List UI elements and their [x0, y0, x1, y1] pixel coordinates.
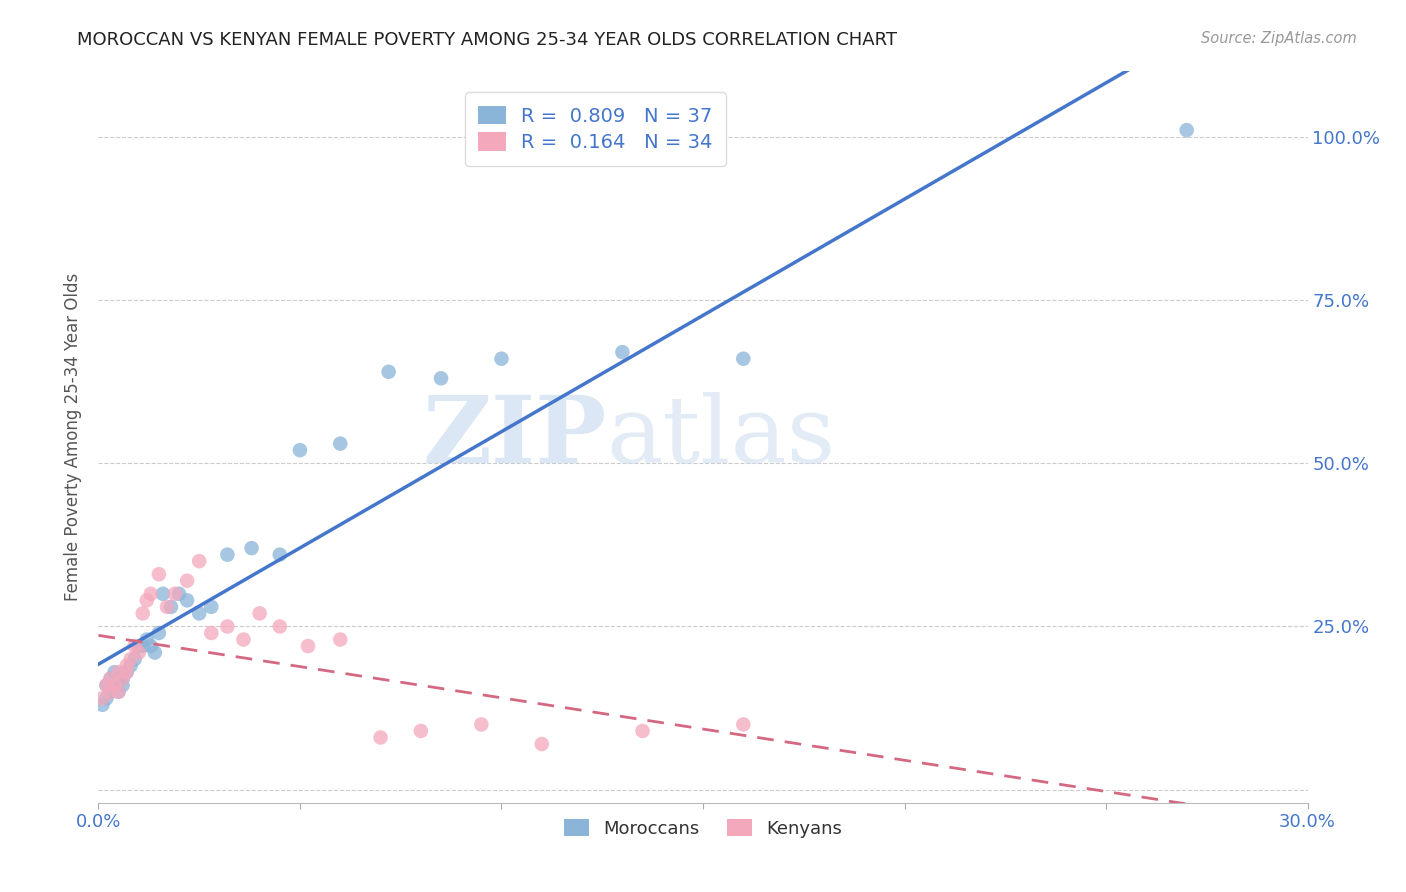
Point — [612, 345, 634, 359]
Point — [143, 646, 166, 660]
Point — [135, 593, 157, 607]
Point — [188, 607, 211, 621]
Point — [111, 672, 134, 686]
Point — [269, 548, 291, 562]
Point — [217, 619, 239, 633]
Point — [107, 685, 129, 699]
Point — [100, 672, 122, 686]
Text: atlas: atlas — [606, 392, 835, 482]
Point — [491, 351, 513, 366]
Point — [103, 665, 125, 680]
Point — [631, 723, 654, 738]
Point — [733, 351, 755, 366]
Point — [297, 639, 319, 653]
Point — [128, 639, 150, 653]
Point — [160, 599, 183, 614]
Point — [107, 672, 129, 686]
Point — [111, 678, 134, 692]
Point — [148, 626, 170, 640]
Point — [430, 371, 453, 385]
Point — [176, 593, 198, 607]
Point — [96, 678, 118, 692]
Point — [152, 587, 174, 601]
Y-axis label: Female Poverty Among 25-34 Year Olds: Female Poverty Among 25-34 Year Olds — [65, 273, 83, 601]
Text: ZIP: ZIP — [422, 392, 606, 482]
Point — [733, 717, 755, 731]
Point — [156, 599, 179, 614]
Point — [232, 632, 254, 647]
Point — [1175, 123, 1198, 137]
Point — [128, 646, 150, 660]
Point — [167, 587, 190, 601]
Point — [100, 685, 122, 699]
Point — [132, 639, 155, 653]
Point — [370, 731, 392, 745]
Point — [115, 665, 138, 680]
Point — [188, 554, 211, 568]
Point — [269, 619, 291, 633]
Point — [249, 607, 271, 621]
Point — [124, 639, 146, 653]
Point — [120, 652, 142, 666]
Point — [139, 639, 162, 653]
Point — [103, 678, 125, 692]
Point — [530, 737, 553, 751]
Point — [135, 632, 157, 647]
Point — [107, 665, 129, 680]
Point — [96, 678, 118, 692]
Point — [103, 678, 125, 692]
Legend: Moroccans, Kenyans: Moroccans, Kenyans — [557, 812, 849, 845]
Point — [163, 587, 186, 601]
Point — [120, 658, 142, 673]
Point — [470, 717, 492, 731]
Point — [409, 723, 432, 738]
Point — [91, 698, 114, 712]
Point — [124, 652, 146, 666]
Point — [115, 665, 138, 680]
Point — [176, 574, 198, 588]
Point — [217, 548, 239, 562]
Point — [200, 626, 222, 640]
Point — [329, 436, 352, 450]
Point — [91, 691, 114, 706]
Point — [115, 658, 138, 673]
Point — [107, 685, 129, 699]
Point — [96, 691, 118, 706]
Point — [132, 607, 155, 621]
Point — [148, 567, 170, 582]
Point — [100, 672, 122, 686]
Point — [200, 599, 222, 614]
Point — [111, 672, 134, 686]
Point — [377, 365, 399, 379]
Text: Source: ZipAtlas.com: Source: ZipAtlas.com — [1201, 31, 1357, 46]
Point — [100, 685, 122, 699]
Point — [288, 443, 311, 458]
Text: MOROCCAN VS KENYAN FEMALE POVERTY AMONG 25-34 YEAR OLDS CORRELATION CHART: MOROCCAN VS KENYAN FEMALE POVERTY AMONG … — [77, 31, 897, 49]
Point — [139, 587, 162, 601]
Point — [240, 541, 263, 555]
Point — [329, 632, 352, 647]
